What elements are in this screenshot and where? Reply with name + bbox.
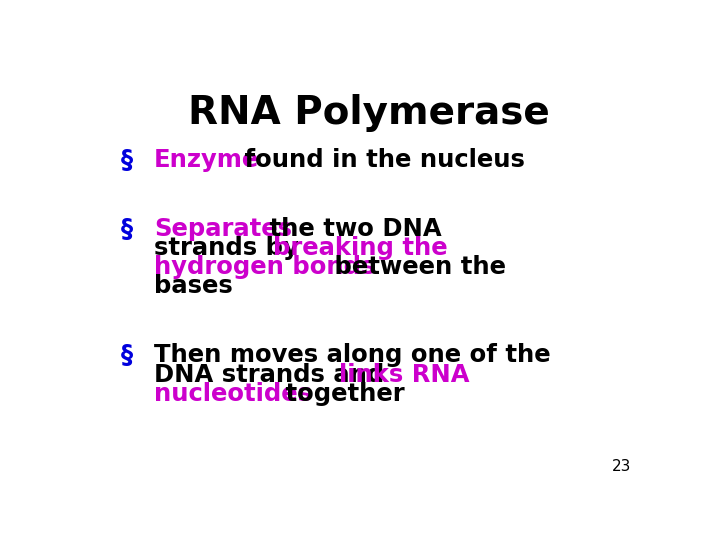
Text: DNA strands and: DNA strands and xyxy=(154,362,393,387)
Text: Separates: Separates xyxy=(154,217,292,240)
Text: §: § xyxy=(121,148,132,172)
Text: strands by: strands by xyxy=(154,235,307,260)
Text: the two DNA: the two DNA xyxy=(261,217,442,240)
Text: nucleotides: nucleotides xyxy=(154,382,312,406)
Text: together: together xyxy=(276,382,404,406)
Text: RNA Polymerase: RNA Polymerase xyxy=(188,94,550,132)
Text: breaking the: breaking the xyxy=(273,235,448,260)
Text: links RNA: links RNA xyxy=(339,362,469,387)
Text: §: § xyxy=(121,217,132,240)
Text: §: § xyxy=(121,343,132,367)
Text: bases: bases xyxy=(154,274,233,298)
Text: found in the nucleus: found in the nucleus xyxy=(235,148,525,172)
Text: 23: 23 xyxy=(612,460,631,474)
Text: hydrogen bonds: hydrogen bonds xyxy=(154,255,376,279)
Text: Then moves along one of the: Then moves along one of the xyxy=(154,343,551,367)
Text: between the: between the xyxy=(325,255,505,279)
Text: Enzyme: Enzyme xyxy=(154,148,259,172)
